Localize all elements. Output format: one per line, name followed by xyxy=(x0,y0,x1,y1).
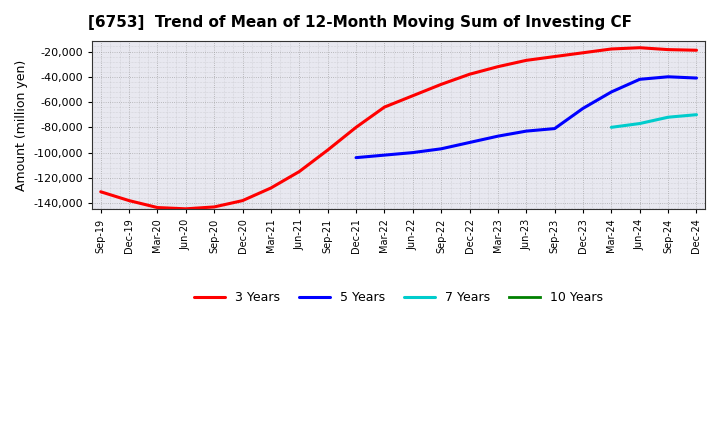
5 Years xyxy=(607,89,616,95)
7 Years xyxy=(607,125,616,130)
7 Years xyxy=(664,114,672,120)
3 Years xyxy=(323,147,332,153)
3 Years xyxy=(579,50,588,55)
7 Years xyxy=(692,112,701,117)
3 Years xyxy=(266,185,275,191)
Line: 5 Years: 5 Years xyxy=(356,77,696,158)
7 Years xyxy=(636,121,644,126)
5 Years xyxy=(664,74,672,79)
Text: [6753]  Trend of Mean of 12-Month Moving Sum of Investing CF: [6753] Trend of Mean of 12-Month Moving … xyxy=(88,15,632,30)
Legend: 3 Years, 5 Years, 7 Years, 10 Years: 3 Years, 5 Years, 7 Years, 10 Years xyxy=(189,286,608,309)
5 Years xyxy=(579,106,588,111)
5 Years xyxy=(550,126,559,131)
5 Years xyxy=(465,140,474,145)
Y-axis label: Amount (million yen): Amount (million yen) xyxy=(15,60,28,191)
3 Years xyxy=(210,204,218,209)
5 Years xyxy=(522,128,531,134)
3 Years xyxy=(238,198,247,203)
3 Years xyxy=(181,206,190,212)
Line: 7 Years: 7 Years xyxy=(611,115,696,127)
3 Years xyxy=(522,58,531,63)
5 Years xyxy=(352,155,361,160)
3 Years xyxy=(352,125,361,130)
5 Years xyxy=(494,133,503,139)
3 Years xyxy=(408,93,417,99)
3 Years xyxy=(295,169,304,174)
3 Years xyxy=(550,54,559,59)
3 Years xyxy=(125,198,133,203)
3 Years xyxy=(692,48,701,53)
5 Years xyxy=(692,75,701,81)
3 Years xyxy=(636,45,644,50)
5 Years xyxy=(408,150,417,155)
3 Years xyxy=(437,82,446,87)
3 Years xyxy=(380,104,389,110)
5 Years xyxy=(380,153,389,158)
3 Years xyxy=(664,47,672,52)
3 Years xyxy=(607,46,616,51)
Line: 3 Years: 3 Years xyxy=(101,48,696,209)
5 Years xyxy=(636,77,644,82)
5 Years xyxy=(437,146,446,151)
3 Years xyxy=(153,205,162,210)
3 Years xyxy=(494,64,503,70)
3 Years xyxy=(465,72,474,77)
3 Years xyxy=(96,189,105,194)
